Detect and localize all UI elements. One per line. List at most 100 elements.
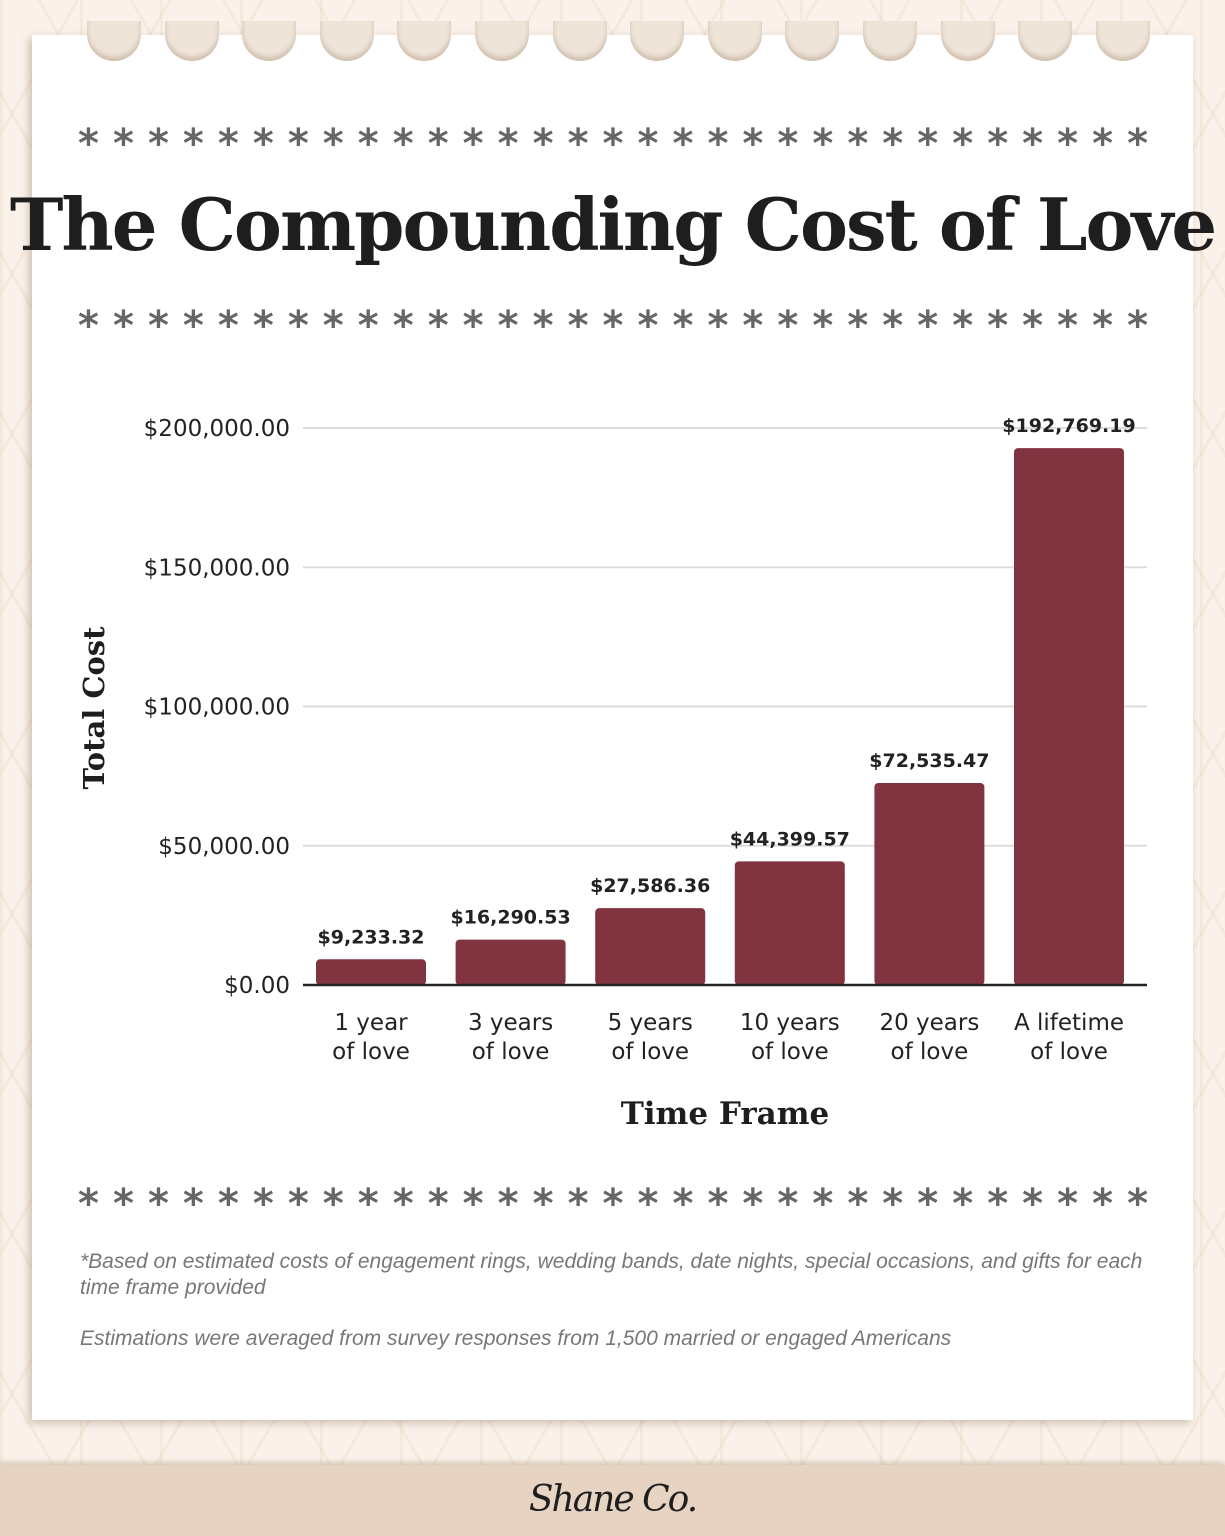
x-tick-label: of love [472,1039,550,1065]
star-glyph: * [497,121,519,167]
star-glyph: * [987,303,1009,349]
star-glyph: * [707,1181,729,1227]
footnote-methodology: *Based on estimated costs of engagement … [80,1250,1143,1299]
star-glyph: * [78,121,99,167]
star-glyph: * [357,121,379,167]
x-tick-label: of love [611,1039,689,1065]
x-tick-label: of love [891,1039,969,1065]
star-glyph: * [147,303,169,349]
star-divider-bottom: * * * * * * * * * * * * * * * * * * * * * * * * * * * * * * * [78,1184,1148,1224]
star-glyph: * [147,1181,169,1227]
star-glyph: * [427,1181,449,1227]
star-glyph: * [357,1181,379,1227]
star-glyph: * [637,121,659,167]
bar [874,782,985,985]
y-tick-label: $100,000.00 [144,695,290,721]
star-glyph: * [742,121,764,167]
shane-co-logo: Shane Co. [528,1479,698,1520]
star-glyph: * [812,303,834,349]
star-glyph: * [567,1181,589,1227]
star-glyph: * [1057,303,1079,349]
bar [1014,448,1124,985]
footnote-survey: Estimations were averaged from survey re… [80,1327,952,1350]
star-glyph: * [917,303,939,349]
scallop-edge [552,21,607,61]
star-glyph: * [427,303,449,349]
x-tick-label: of love [332,1039,410,1065]
star-glyph: * [532,1181,554,1227]
star-glyph: * [287,121,309,167]
star-glyph: * [427,121,449,167]
star-glyph: * [567,121,589,167]
star-glyph: * [952,1181,974,1227]
star-glyph: * [882,121,904,167]
star-glyph: * [742,303,764,349]
star-glyph: * [917,1181,939,1227]
star-glyph: * [1127,303,1148,349]
star-glyph: * [812,121,834,167]
star-glyph: * [847,1181,869,1227]
star-glyph: * [847,303,869,349]
footer-bar: Shane Co. [0,1465,1225,1536]
star-glyph: * [987,121,1009,167]
star-glyph: * [637,303,659,349]
star-glyph: * [322,1181,344,1227]
star-glyph: * [602,1181,624,1227]
star-glyph: * [602,303,624,349]
star-glyph: * [777,121,799,167]
x-tick-label: of love [1030,1039,1108,1065]
bar [734,861,845,985]
star-glyph: * [707,121,729,167]
x-tick-label: A lifetime [1014,1010,1124,1036]
star-glyph: * [917,121,939,167]
data-label: $72,535.47 [869,750,989,772]
star-glyph: * [777,303,799,349]
star-glyph: * [637,1181,659,1227]
star-glyph: * [392,1181,414,1227]
star-glyph: * [672,121,694,167]
x-tick-label: 20 years [879,1010,979,1036]
star-glyph: * [952,303,974,349]
star-glyph: * [1057,121,1079,167]
star-glyph: * [287,1181,309,1227]
x-tick-label: 5 years [608,1010,693,1036]
star-glyph: * [602,121,624,167]
star-glyph: * [217,303,239,349]
star-glyph: * [497,1181,519,1227]
star-glyph: * [322,121,344,167]
data-label: $16,290.53 [450,907,570,929]
star-glyph: * [1127,121,1148,167]
star-glyph: * [322,303,344,349]
x-tick-label: 1 year [334,1010,408,1036]
y-tick-label: $50,000.00 [158,834,290,860]
y-tick-label: $150,000.00 [144,555,290,581]
star-glyph: * [1092,1181,1114,1227]
star-glyph: * [112,1181,134,1227]
scallop-edge [940,21,995,61]
x-tick-label: 10 years [740,1010,840,1036]
star-glyph: * [462,303,484,349]
y-tick-label: $200,000.00 [144,416,290,442]
y-tick-label: $0.00 [224,973,290,999]
star-glyph: * [252,303,274,349]
star-glyph: * [252,1181,274,1227]
star-glyph: * [1092,303,1114,349]
star-glyph: * [112,303,134,349]
star-glyph: * [987,1181,1009,1227]
star-glyph: * [707,303,729,349]
star-glyph: * [847,121,869,167]
star-glyph: * [182,1181,204,1227]
star-glyph: * [217,121,239,167]
star-glyph: * [672,303,694,349]
star-glyph: * [392,121,414,167]
data-label: $44,399.57 [730,828,850,850]
star-glyph: * [182,303,204,349]
star-glyph: * [777,1181,799,1227]
star-glyph: * [392,303,414,349]
x-axis-title: Time Frame [621,1096,830,1132]
star-glyph: * [1057,1181,1079,1227]
star-glyph: * [1092,121,1114,167]
star-glyph: * [952,121,974,167]
star-glyph: * [497,303,519,349]
